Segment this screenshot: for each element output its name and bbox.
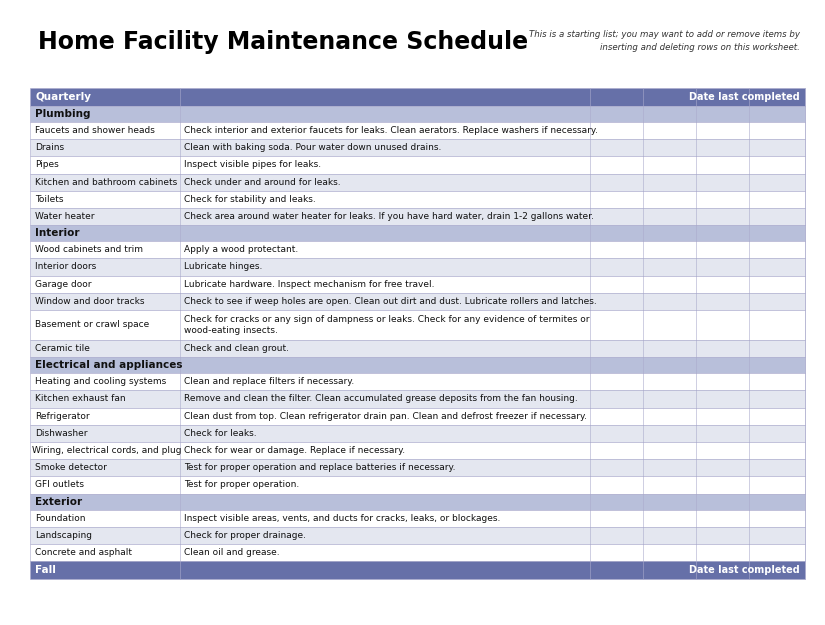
Text: Quarterly: Quarterly [35, 92, 91, 102]
Text: Fall: Fall [35, 565, 56, 575]
Text: Window and door tracks: Window and door tracks [35, 297, 144, 306]
Text: Clean oil and grease.: Clean oil and grease. [184, 548, 280, 557]
Text: Ceramic tile: Ceramic tile [35, 344, 90, 353]
Text: Water heater: Water heater [35, 212, 95, 221]
Bar [30, 241, 805, 258]
Text: Electrical and appliances: Electrical and appliances [35, 360, 182, 370]
Text: Check to see if weep holes are open. Clean out dirt and dust. Lubricate rollers : Check to see if weep holes are open. Cle… [184, 297, 596, 306]
Text: Lubricate hardware. Inspect mechanism for free travel.: Lubricate hardware. Inspect mechanism fo… [184, 280, 435, 289]
Text: Check for stability and leaks.: Check for stability and leaks. [184, 195, 316, 204]
Text: Check and clean grout.: Check and clean grout. [184, 344, 289, 353]
Text: Drains: Drains [35, 143, 64, 152]
Text: Test for proper operation and replace batteries if necessary.: Test for proper operation and replace ba… [184, 463, 455, 472]
Text: Clean with baking soda. Pour water down unused drains.: Clean with baking soda. Pour water down … [184, 143, 441, 152]
Bar [30, 208, 805, 225]
Text: Foundation: Foundation [35, 514, 86, 522]
Text: This is a starting list; you may want to add or remove items by
inserting and de: This is a starting list; you may want to… [529, 30, 800, 52]
Text: Inspect visible pipes for leaks.: Inspect visible pipes for leaks. [184, 161, 321, 169]
Bar [30, 476, 805, 494]
Text: Home Facility Maintenance Schedule: Home Facility Maintenance Schedule [38, 30, 528, 54]
Bar [30, 425, 805, 442]
Text: Check under and around for leaks.: Check under and around for leaks. [184, 177, 341, 187]
Text: Heating and cooling systems: Heating and cooling systems [35, 378, 167, 386]
Text: Concrete and asphalt: Concrete and asphalt [35, 548, 132, 557]
Bar [30, 225, 805, 241]
Text: Kitchen exhaust fan: Kitchen exhaust fan [35, 394, 125, 404]
Text: Interior doors: Interior doors [35, 262, 97, 271]
Text: Check for proper drainage.: Check for proper drainage. [184, 531, 306, 540]
Bar [30, 459, 805, 476]
Bar [30, 391, 805, 408]
Text: Check interior and exterior faucets for leaks. Clean aerators. Replace washers i: Check interior and exterior faucets for … [184, 126, 598, 135]
Bar [30, 191, 805, 208]
Text: Interior: Interior [35, 228, 79, 238]
Bar [30, 139, 805, 156]
Bar [30, 544, 805, 561]
Bar [30, 276, 805, 292]
Text: Faucets and shower heads: Faucets and shower heads [35, 126, 155, 135]
Text: Smoke detector: Smoke detector [35, 463, 107, 472]
Bar [30, 122, 805, 139]
Text: Date last completed: Date last completed [689, 92, 800, 102]
Bar [30, 509, 805, 527]
Text: Wiring, electrical cords, and plug: Wiring, electrical cords, and plug [32, 446, 182, 455]
Text: Check for cracks or any sign of dampness or leaks. Check for any evidence of ter: Check for cracks or any sign of dampness… [184, 315, 590, 335]
Text: Garage door: Garage door [35, 280, 92, 289]
Text: Clean dust from top. Clean refrigerator drain pan. Clean and defrost freezer if : Clean dust from top. Clean refrigerator … [184, 412, 587, 421]
Text: Basement or crawl space: Basement or crawl space [35, 321, 149, 329]
Text: Check for wear or damage. Replace if necessary.: Check for wear or damage. Replace if nec… [184, 446, 405, 455]
Text: Test for proper operation.: Test for proper operation. [184, 481, 299, 489]
Text: Landscaping: Landscaping [35, 531, 92, 540]
Text: Lubricate hinges.: Lubricate hinges. [184, 262, 262, 271]
Text: Remove and clean the filter. Clean accumulated grease deposits from the fan hous: Remove and clean the filter. Clean accum… [184, 394, 578, 404]
Text: GFI outlets: GFI outlets [35, 481, 84, 489]
Bar [30, 561, 805, 579]
Text: Kitchen and bathroom cabinets: Kitchen and bathroom cabinets [35, 177, 177, 187]
Text: Inspect visible areas, vents, and ducts for cracks, leaks, or blockages.: Inspect visible areas, vents, and ducts … [184, 514, 501, 522]
Bar [30, 357, 805, 373]
Text: Exterior: Exterior [35, 497, 82, 507]
Text: Refrigerator: Refrigerator [35, 412, 90, 421]
Bar [30, 373, 805, 391]
Bar [30, 408, 805, 425]
Bar [30, 442, 805, 459]
Text: Wood cabinets and trim: Wood cabinets and trim [35, 245, 143, 254]
Bar [30, 292, 805, 310]
Text: Check for leaks.: Check for leaks. [184, 429, 257, 438]
Bar [30, 340, 805, 357]
Text: Pipes: Pipes [35, 161, 59, 169]
Text: Date last completed: Date last completed [689, 565, 800, 575]
Bar [30, 310, 805, 340]
Text: Plumbing: Plumbing [35, 109, 91, 119]
Bar [30, 156, 805, 174]
Bar [30, 106, 805, 122]
Bar [30, 494, 805, 509]
Bar [30, 174, 805, 191]
Bar [30, 258, 805, 276]
Text: Apply a wood protectant.: Apply a wood protectant. [184, 245, 299, 254]
Text: Dishwasher: Dishwasher [35, 429, 87, 438]
Text: Check area around water heater for leaks. If you have hard water, drain 1-2 gall: Check area around water heater for leaks… [184, 212, 594, 221]
Text: Toilets: Toilets [35, 195, 64, 204]
Bar [30, 527, 805, 544]
Text: Clean and replace filters if necessary.: Clean and replace filters if necessary. [184, 378, 354, 386]
Bar [30, 88, 805, 106]
